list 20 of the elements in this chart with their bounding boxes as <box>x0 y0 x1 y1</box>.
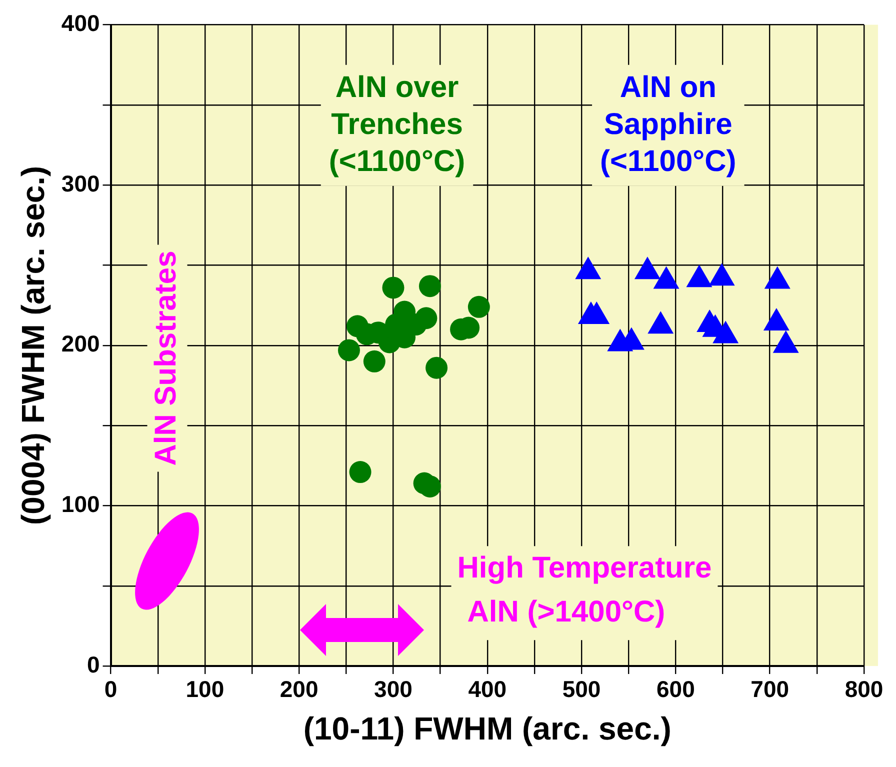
x-tick-label: 400 <box>468 676 507 702</box>
text: AlN on Sapphire (<1100°C) <box>600 71 736 178</box>
x-tick-label: 600 <box>656 676 695 702</box>
y-tick-label: 300 <box>61 170 100 196</box>
x-tick-label: 300 <box>374 676 412 702</box>
x-tick-label: 500 <box>562 676 601 702</box>
annotation: AlN Substrates <box>150 250 183 466</box>
text: AlN over Trenches (<1100°C) <box>328 71 466 178</box>
x-axis-title: (10-11) FWHM (arc. sec.) <box>303 710 672 747</box>
x-tick-label: 100 <box>186 676 224 702</box>
y-tick-label: 0 <box>86 651 100 678</box>
annotation: High Temperature AlN (>1400°C) <box>457 551 712 628</box>
y-tick-label: 400 <box>61 10 100 36</box>
y-tick-label: 100 <box>61 491 100 518</box>
x-tick-label: 200 <box>280 676 318 702</box>
x-tick-label: 700 <box>750 676 790 702</box>
y-tick-label: 200 <box>61 330 100 357</box>
x-tick-label: 800 <box>844 676 884 702</box>
x-tick-label: 0 <box>104 676 118 702</box>
y-axis-title: (0004) FWHM (arc. sec.) <box>15 166 52 526</box>
